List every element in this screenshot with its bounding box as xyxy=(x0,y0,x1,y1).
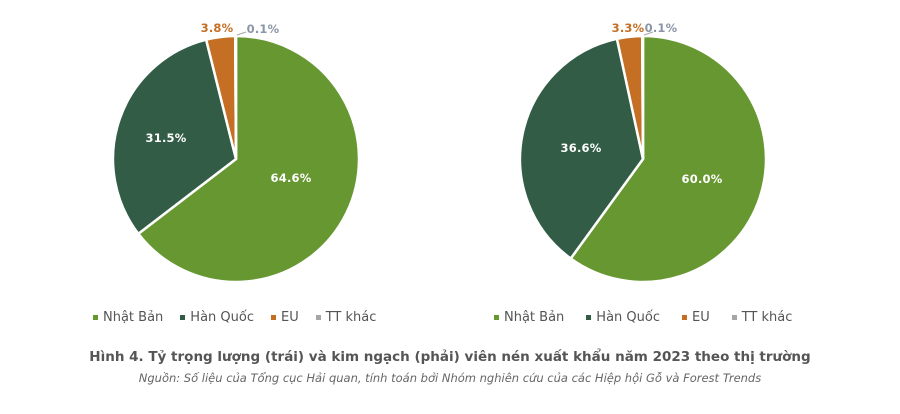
pie-slice-nhật-bản xyxy=(569,34,768,284)
legend-label: Hàn Quốc xyxy=(190,310,254,325)
label-other-volume: 0.1% xyxy=(246,22,280,36)
legend-label: TT khác xyxy=(741,310,793,325)
legend-right: Nhật Bản Hàn Quốc EU TT khác xyxy=(494,310,792,325)
legend-item-korea: Hàn Quốc xyxy=(180,310,254,325)
pie-slice-tt-khác xyxy=(233,34,238,161)
legend-swatch-icon xyxy=(586,315,592,320)
legend-item-korea: Hàn Quốc xyxy=(586,310,660,325)
label-eu-volume: 3.8% xyxy=(200,21,234,35)
legend-swatch-icon xyxy=(270,315,276,320)
legend-swatch-icon xyxy=(731,315,737,320)
pie-slice-nhật-bản xyxy=(137,34,361,284)
legend-label: TT khác xyxy=(325,310,377,325)
legend-label: Hàn Quốc xyxy=(596,310,660,325)
legend-item-eu: EU xyxy=(681,310,710,325)
pie-chart-value: 60.0% 36.6% 3.3% 0.1% Nhật Bản Hàn Quốc … xyxy=(494,21,792,325)
label-eu-value: 3.3% xyxy=(611,21,645,35)
legend-label: Nhật Bản xyxy=(103,310,164,325)
legend-swatch-icon xyxy=(315,315,321,320)
legend-label: Nhật Bản xyxy=(504,310,565,325)
label-korea-value: 36.6% xyxy=(560,141,602,155)
legend-item-japan: Nhật Bản xyxy=(93,310,163,325)
legend-swatch-icon xyxy=(93,315,98,320)
pie-volume-svg xyxy=(111,31,361,284)
pie-slice-tt-khác xyxy=(640,34,645,161)
legend-label: EU xyxy=(280,310,299,325)
pie-chart-volume: 64.6% 31.5% 3.8% 0.1% Nhật Bản Hàn Quốc … xyxy=(0,0,450,340)
legend-swatch-icon xyxy=(180,315,186,320)
legend-swatch-icon xyxy=(494,315,499,320)
legend-label: EU xyxy=(691,310,710,325)
label-japan-value: 60.0% xyxy=(681,172,723,186)
figure-caption-source: Nguồn: Số liệu của Tổng cục Hải quan, tí… xyxy=(138,371,762,385)
legend-left: Nhật Bản Hàn Quốc EU TT khác xyxy=(93,310,376,325)
legend-item-other: TT khác xyxy=(731,310,793,325)
label-korea-volume: 31.5% xyxy=(145,131,187,145)
legend-item-eu: EU xyxy=(270,310,299,325)
label-other-value: 0.1% xyxy=(644,21,678,35)
legend-item-japan: Nhật Bản xyxy=(494,310,564,325)
legend-item-other: TT khác xyxy=(315,310,377,325)
pie-slice-hàn-quốc xyxy=(111,38,238,236)
legend-swatch-icon xyxy=(681,315,687,320)
figure-caption-title: Hình 4. Tỷ trọng lượng (trái) và kim ngạ… xyxy=(89,349,811,365)
label-japan-volume: 64.6% xyxy=(270,171,312,185)
pie-value-svg xyxy=(518,31,768,284)
pie-slice-hàn-quốc xyxy=(518,37,645,260)
